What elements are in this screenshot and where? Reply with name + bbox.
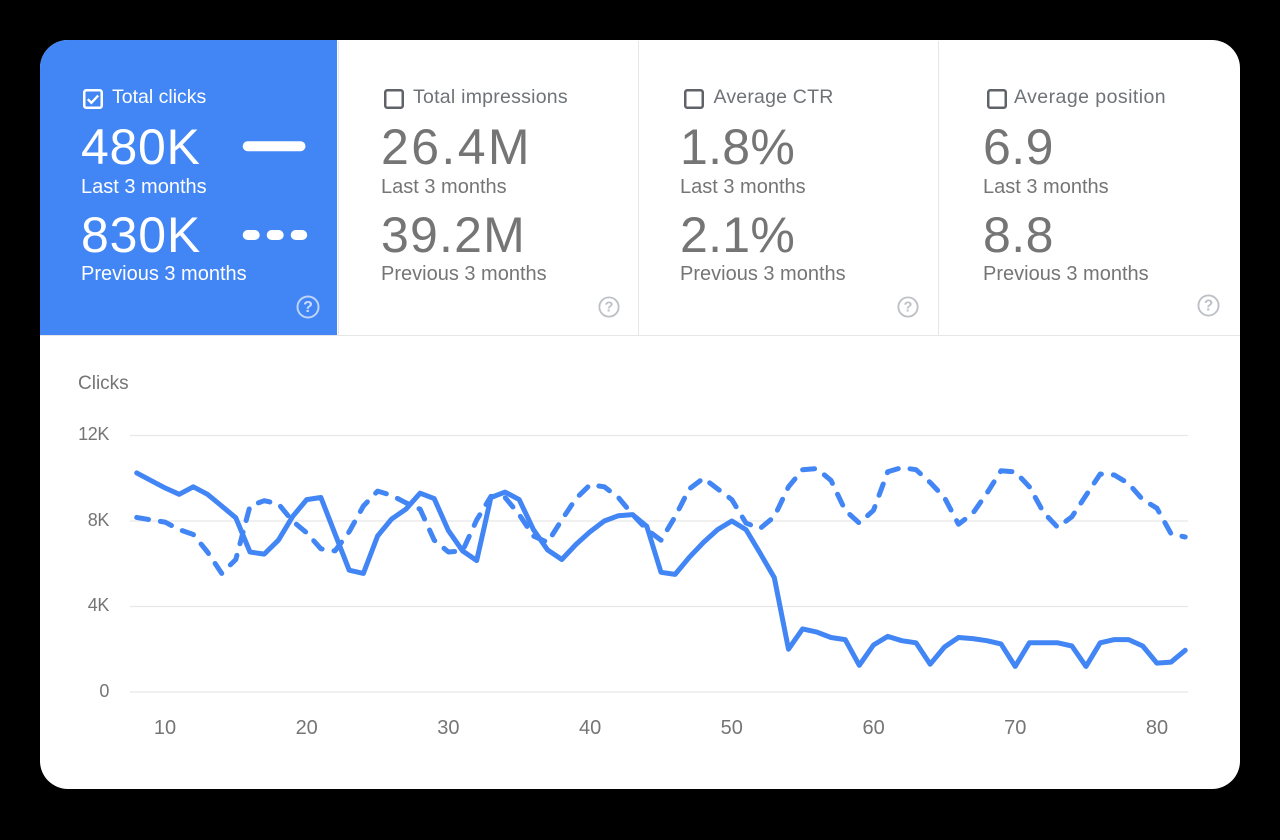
svg-text:?: ? xyxy=(1204,297,1213,314)
svg-text:?: ? xyxy=(303,299,313,316)
svg-text:?: ? xyxy=(605,300,614,316)
svg-text:?: ? xyxy=(904,300,913,316)
